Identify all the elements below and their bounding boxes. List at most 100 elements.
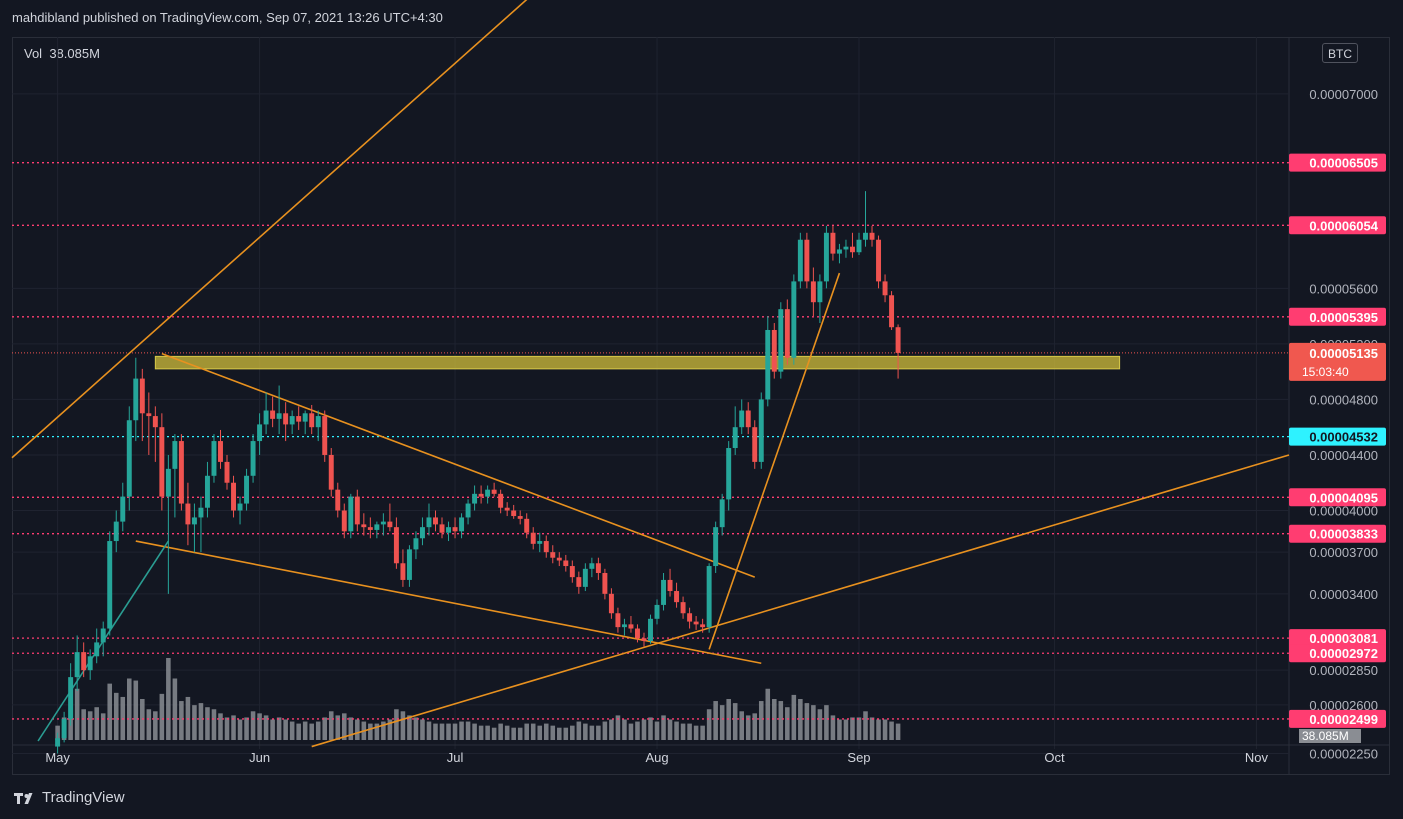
candle-body <box>198 507 204 518</box>
volume-bar <box>719 705 725 740</box>
time-tick-label: May <box>45 750 70 765</box>
candle-body <box>576 577 582 587</box>
volume-bar <box>394 709 399 740</box>
volume-bar <box>543 723 549 740</box>
currency-badge[interactable]: BTC <box>1322 43 1358 63</box>
volume-bar <box>166 658 171 740</box>
volume-bar <box>433 723 438 740</box>
candle-body <box>602 572 608 594</box>
price-axis[interactable]: 0.000070000.000056000.000052000.00004800… <box>1289 87 1386 762</box>
candle-body <box>719 499 725 528</box>
candle-body <box>517 516 523 519</box>
level-tag-label: 0.00004095 <box>1309 490 1378 505</box>
candle-body <box>354 496 360 525</box>
candles <box>55 191 901 754</box>
volume-bar <box>348 717 354 740</box>
volume-bar <box>550 725 556 740</box>
chart-frame <box>12 37 1390 775</box>
volume-bar <box>895 723 901 740</box>
volume-bar <box>504 725 510 740</box>
candle-body <box>778 309 784 372</box>
candle-body <box>504 507 510 511</box>
candle-body <box>817 281 823 303</box>
zone-rect <box>154 355 1121 370</box>
volume-bar <box>830 715 836 740</box>
volume-bar <box>446 723 451 740</box>
volume-bar <box>478 725 484 740</box>
candle-body <box>771 329 777 372</box>
volume-bar <box>400 711 406 740</box>
candle-body <box>589 563 595 569</box>
candle-body <box>836 249 842 254</box>
time-axis[interactable]: May Jun Jul Aug Sep Oct Nov <box>45 750 1268 765</box>
candle-body <box>361 524 367 528</box>
time-tick-label: Aug <box>645 750 668 765</box>
volume-bar <box>837 719 842 740</box>
volume-bar <box>817 709 823 740</box>
volume-bar <box>772 699 777 740</box>
volume-bar <box>882 719 888 740</box>
candle-body <box>784 309 790 358</box>
volume-bar <box>596 725 601 740</box>
volume-bar <box>811 705 816 740</box>
volume-bar <box>87 711 93 740</box>
volume-bar <box>843 719 849 740</box>
volume-bar <box>745 715 751 740</box>
candle-body <box>322 416 328 455</box>
volume-bar <box>420 719 425 740</box>
level-tag <box>1289 216 1386 235</box>
volume-bar <box>758 701 764 740</box>
candle-body <box>446 527 452 533</box>
candle-body <box>244 475 250 504</box>
candle-body <box>211 441 217 476</box>
level-tag <box>1289 307 1386 326</box>
candle-body <box>152 416 158 428</box>
grid <box>12 37 1390 775</box>
volume-bar <box>309 723 314 740</box>
candle-body <box>283 413 289 425</box>
volume-bar <box>439 723 445 740</box>
volume-bar <box>628 723 634 740</box>
candle-body <box>569 566 575 578</box>
candle-body <box>413 538 419 550</box>
volume-bar <box>465 721 471 740</box>
volume-bar <box>654 721 660 740</box>
volume-bar <box>244 717 249 740</box>
candle-body <box>113 521 119 542</box>
volume-bar <box>517 727 523 740</box>
candle-body <box>797 239 803 282</box>
candle-body <box>524 518 530 533</box>
volume-bar <box>100 713 106 740</box>
candle-body <box>615 613 621 628</box>
volume-bar <box>609 719 614 740</box>
level-tag-label: 0.00002972 <box>1309 646 1378 661</box>
candle-body <box>165 468 171 497</box>
candle-body <box>231 482 236 511</box>
candle-body <box>139 378 145 414</box>
candle-body <box>634 628 640 639</box>
candle-body <box>582 568 588 587</box>
volume-axis-tag <box>1299 729 1361 743</box>
volume-bar <box>706 709 712 740</box>
candle-body <box>530 532 536 544</box>
price-tick-label: 0.00007000 <box>1309 87 1378 102</box>
volume-bar <box>198 703 204 740</box>
level-tag-label: 0.00003081 <box>1309 631 1378 646</box>
level-tag-label: 0.00006505 <box>1309 156 1378 171</box>
volume-bar <box>602 721 608 740</box>
volume-bar <box>674 721 679 740</box>
publish-header: mahdibland published on TradingView.com,… <box>12 10 443 25</box>
time-tick-label: Nov <box>1245 750 1269 765</box>
candle-body <box>120 496 126 522</box>
candle-body <box>687 613 693 622</box>
candle-body <box>328 454 334 490</box>
footer-brand[interactable]: TradingView <box>14 789 125 806</box>
volume-bar <box>328 711 334 740</box>
candle-body <box>732 427 738 449</box>
volume-bar <box>250 711 256 740</box>
volume-bar <box>680 723 686 740</box>
volume-bar <box>589 725 595 740</box>
volume-bar <box>315 721 321 740</box>
candle-body <box>752 427 758 462</box>
